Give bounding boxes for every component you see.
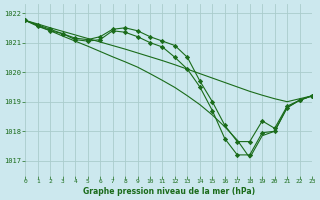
X-axis label: Graphe pression niveau de la mer (hPa): Graphe pression niveau de la mer (hPa) [83,187,255,196]
